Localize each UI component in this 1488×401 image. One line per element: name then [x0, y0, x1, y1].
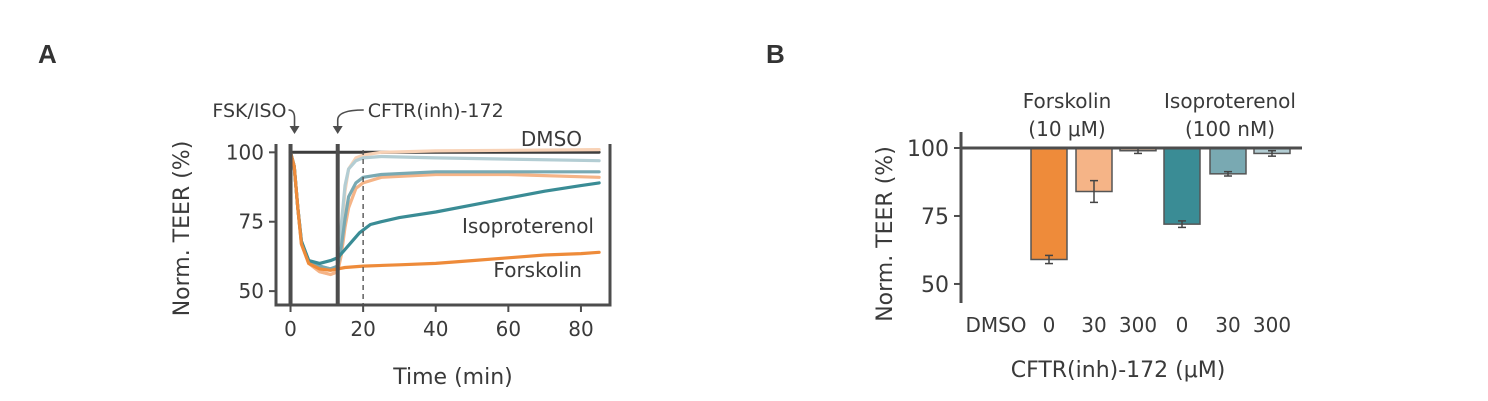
x-category-label: DMSO — [965, 313, 1026, 337]
panel-b-x-axis-label: CFTR(inh)-172 (μM) — [1011, 358, 1226, 383]
panel-a-letter: A — [38, 39, 57, 69]
cftr-inhibitor-arrow — [336, 109, 364, 126]
panel-a-y-axis-label: Norm. TEER (%) — [170, 141, 195, 317]
fsk-iso-arrow — [288, 109, 296, 126]
annotation-fsk-iso: FSK/ISO — [212, 100, 286, 122]
group-label-forskolin-dose: (10 μM) — [1028, 117, 1105, 141]
bar-4 — [1163, 147, 1201, 225]
y-tick-label: 100 — [226, 140, 264, 164]
panel-b-bars — [982, 147, 1291, 265]
series-label-forskolin: Forskolin — [493, 258, 582, 282]
x-tick-label: 0 — [284, 317, 297, 341]
group-label-isoproterenol: Isoproterenol — [1164, 89, 1296, 113]
group-label-isoproterenol-dose: (100 nM) — [1185, 117, 1275, 141]
y-tick-label: 50 — [921, 273, 949, 298]
panel-b-axes — [959, 132, 1302, 303]
panel-b-bar-chart: 50 75 100 DMSO 0 30 300 0 30 300 Forskolin (10 μM… — [873, 89, 1302, 383]
bar-1 — [1030, 147, 1068, 261]
panel-b-y-axis-label: Norm. TEER (%) — [873, 146, 898, 322]
x-category-label: 300 — [1253, 313, 1291, 337]
panel-a-line-chart: 50 75 100 0 20 40 60 80 Time (min) Norm. TEER (… — [170, 100, 612, 390]
panel-b-ticks: 50 75 100 DMSO 0 30 300 0 30 300 — [907, 137, 1291, 337]
x-tick-label: 60 — [496, 317, 521, 341]
x-category-label: 300 — [1119, 313, 1157, 337]
x-category-label: 0 — [1176, 313, 1189, 337]
series-line-forskolin — [288, 150, 601, 272]
y-tick-label: 75 — [239, 210, 264, 234]
x-tick-label: 40 — [423, 317, 448, 341]
group-label-forskolin: Forskolin — [1023, 89, 1112, 113]
x-category-label: 0 — [1043, 313, 1056, 337]
series-label-dmso: DMSO — [521, 127, 582, 151]
panel-a-x-axis-label: Time (min) — [392, 365, 513, 390]
panel-a-axis-frame — [274, 144, 612, 307]
x-category-label: 30 — [1081, 313, 1106, 337]
panel-a-axes — [274, 144, 612, 307]
annotation-cftr-inhibitor: CFTR(inh)-172 — [368, 100, 504, 122]
y-tick-label: 50 — [239, 279, 264, 303]
panel-a-treatment-lines — [288, 144, 364, 305]
y-tick-label: 75 — [921, 205, 949, 230]
fsk-iso-arrowhead — [289, 126, 300, 134]
cftr-inhibitor-arrowhead — [332, 126, 343, 134]
x-tick-label: 80 — [568, 317, 593, 341]
x-tick-label: 20 — [350, 317, 375, 341]
series-label-isoproterenol: Isoproterenol — [462, 214, 594, 238]
panel-a-ticks: 50 75 100 0 20 40 60 80 — [226, 140, 594, 341]
bar-5 — [1209, 147, 1247, 175]
y-tick-label: 100 — [907, 137, 949, 162]
x-category-label: 30 — [1215, 313, 1240, 337]
panel-a-annotations: FSK/ISO CFTR(inh)-172 DMSO Isoproterenol… — [212, 100, 594, 282]
panel-b-letter: B — [766, 39, 785, 69]
